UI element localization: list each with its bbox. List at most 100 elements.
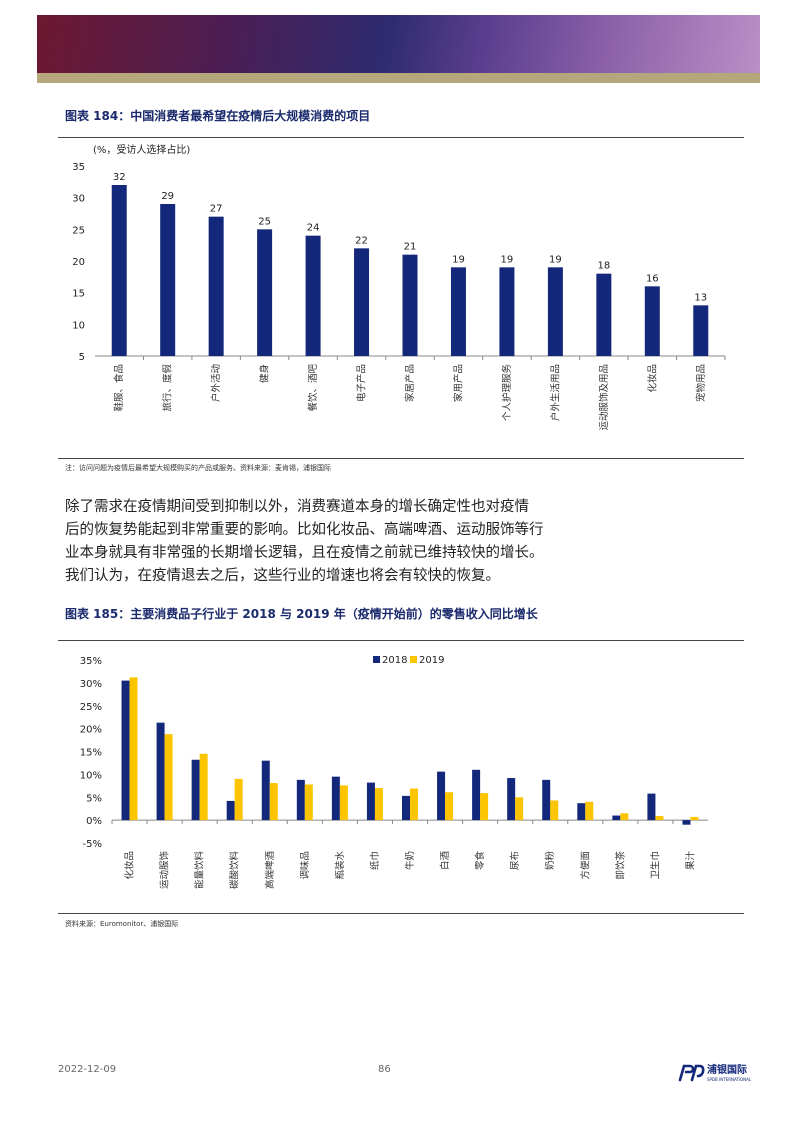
chart2-category-label: 碳酸饮料 [229,851,241,890]
chart2-bar-2018 [226,800,235,821]
chart2-bar-2018 [682,820,691,825]
chart2-category-label: 高端啤酒 [264,851,276,890]
chart2-bar-2018 [437,771,446,821]
chart2-bar-2019 [269,783,278,821]
chart1-bar [644,286,660,356]
chart2-category-label: 即饮茶 [614,851,626,880]
chart1-bar [499,267,515,356]
chart2-category-label: 调味品 [299,851,311,880]
figure-184-chart: (%，受访人选择占比) 5 10 15 20 25 30 35 32 鞋服、食品 29 旅行、度假 2… [72,143,726,431]
paragraph-line-1: 除了需求在疫情期间受到抑制以外，消费赛道本身的增长确定性也对疫情 [65,499,529,515]
chart2-bar-2019 [445,792,454,821]
chart1-category-label: 个人护理服务 [501,364,513,422]
chart2-bar-2019 [655,816,664,821]
chart2-category-label: 方便面 [579,851,591,880]
body-paragraph: 除了需求在疫情期间受到抑制以外，消费赛道本身的增长确定性也对疫情 后的恢复势能起… [65,496,745,588]
chart2-bar-2019 [480,793,489,821]
chart1-bar [450,267,466,356]
chart1-unit-label: (%，受访人选择占比) [93,143,190,156]
chart2-bar-2018 [542,779,551,821]
chart2-category-label: 纸巾 [369,851,381,870]
chart2-bar-2019 [515,797,524,821]
chart2-bar-2018 [261,760,270,821]
chart1-bar [596,273,612,356]
chart2-category-label: 果汁 [684,851,696,871]
chart1-data-label: 16 [646,273,659,284]
chart1-data-label: 24 [307,223,320,234]
chart2-ytick: 25% [80,702,102,713]
chart1-bar [305,235,321,356]
paragraph-line-4: 我们认为，在疫情退去之后，这些行业的增速也将会有较快的恢复。 [65,568,500,584]
chart2-bar-2018 [647,793,656,821]
chart2-legend-swatch [373,656,380,663]
chart1-data-label: 25 [258,216,271,227]
chart2-ytick: 15% [80,748,102,759]
chart2-ytick: -5% [83,839,102,850]
chart1-category-label: 宠物用品 [695,364,707,402]
chart2-bar-2018 [577,803,586,821]
chart1-data-label: 22 [355,235,368,246]
figure-185-note: 资料来源：Euromonitor、浦银国际 [65,920,179,928]
chart2-category-label: 牛奶 [404,851,416,870]
chart2-bar-2019 [410,788,418,821]
chart2-category-label: 卫生巾 [649,851,661,880]
chart2-bar-2019 [339,785,348,821]
paragraph-line-3: 业本身就具有非常强的长期增长逻辑，且在疫情之前就已维持较快的增长。 [65,545,544,561]
chart1-bar [693,305,709,356]
logo-subtext: SPDB INTERNATIONAL [707,1077,752,1082]
chart2-bar-2018 [366,782,375,821]
footer-date: 2022-12-09 [58,1064,117,1075]
figure-185-bottom-rule [58,913,744,914]
chart1-data-label: 21 [404,242,417,253]
figure-184-note: 注：访问问题为疫情后最希望大规模购买的产品或服务。资料来源：麦肯锡，浦银国际 [65,464,331,472]
header-banner-strip [37,73,760,83]
chart2-legend-label: 2018 [382,655,407,666]
chart1-data-label: 29 [161,191,174,202]
chart2-bar-2018 [472,769,481,821]
chart2-category-label: 运动服饰 [159,851,171,889]
chart1-bar [208,216,224,356]
chart1-ytick: 5 [79,352,85,363]
chart1-bar [257,229,273,356]
chart1-category-label: 餐饮、酒吧 [307,364,319,412]
chart1-ytick: 15 [72,289,85,300]
chart1-category-label: 健身 [259,364,271,383]
chart2-bar-2019 [620,813,629,821]
chart1-category-label: 家用产品 [452,364,464,402]
chart2-bar-2018 [121,680,130,821]
chart1-data-label: 13 [694,292,707,303]
chart1-data-label: 32 [113,172,126,183]
chart2-ytick: 0% [86,816,102,827]
chart1-data-label: 19 [549,254,562,265]
chart2-category-label: 零食 [474,851,486,871]
chart1-ytick: 35 [72,162,85,173]
paragraph-line-2: 后的恢复势能起到非常重要的影响。比如化妆品、高端啤酒、运动服饰等行 [65,522,544,538]
chart2-bar-2018 [156,722,165,821]
chart2-ytick: 5% [86,793,102,804]
chart2-bar-2018 [296,779,305,821]
chart2-legend-label: 2019 [419,655,444,666]
chart2-ytick: 10% [80,770,102,781]
chart2-bar-2019 [304,784,313,821]
chart1-category-label: 旅行、度假 [162,364,174,412]
chart2-bar-2018 [507,778,516,821]
chart2-bar-2019 [199,753,208,821]
chart2-ytick: 35% [80,656,102,667]
chart1-category-label: 鞋服、食品 [113,364,125,412]
header-banner [37,15,760,73]
chart2-bar-2018 [331,776,340,821]
chart2-bar-2019 [585,801,594,821]
chart2-category-label: 尿布 [509,851,521,870]
chart2-category-label: 能量饮料 [194,851,206,890]
chart2-ytick: 30% [80,679,102,690]
chart2-category-label: 奶粉 [544,851,556,871]
chart1-data-label: 18 [597,261,610,272]
chart2-legend-swatch [410,656,417,663]
chart1-data-label: 19 [452,254,465,265]
chart1-category-label: 运动服饰及用品 [598,364,610,431]
chart1-ytick: 10 [72,320,85,331]
chart2-bar-2018 [191,759,200,821]
chart2-bar-2018 [612,815,621,821]
chart2-category-label: 白酒 [439,851,451,871]
chart2-bar-2019 [234,778,243,821]
